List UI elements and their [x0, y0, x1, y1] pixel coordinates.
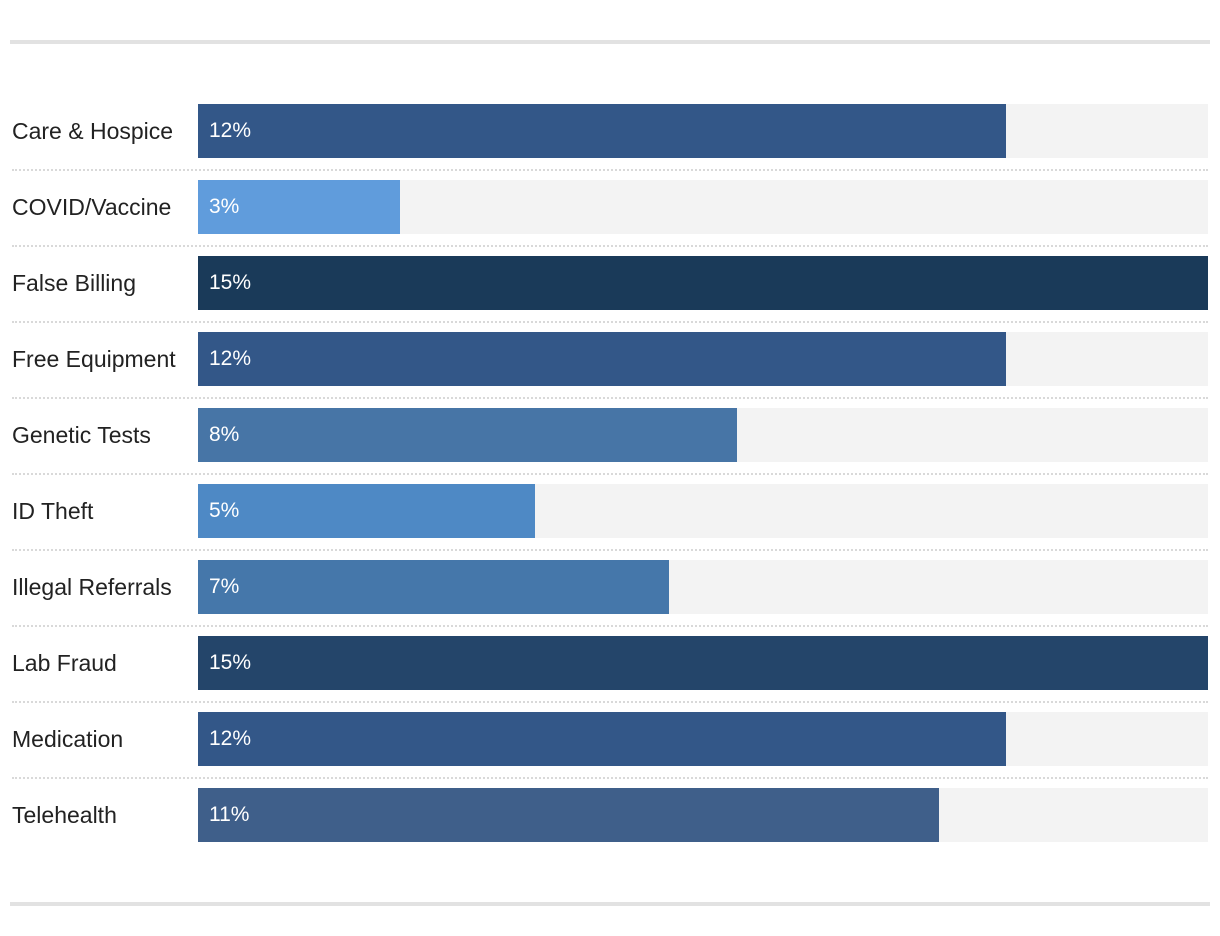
top-divider	[10, 40, 1210, 44]
row-separator	[12, 169, 1208, 171]
category-label: Care & Hospice	[12, 118, 174, 144]
bar-value-label: 5%	[209, 499, 240, 522]
category-label: Lab Fraud	[12, 650, 117, 676]
category-label: Illegal Referrals	[12, 574, 172, 600]
bar-value-label: 11%	[209, 803, 250, 826]
row-separator	[12, 549, 1208, 551]
category-label: Telehealth	[12, 802, 117, 828]
bar-track: 8%	[198, 408, 1208, 462]
row-separator	[12, 397, 1208, 399]
bar-value-label: 12%	[209, 347, 252, 370]
bar-track: 12%	[198, 104, 1208, 158]
bar-value-label: 7%	[209, 575, 240, 598]
bar-value-label: 8%	[209, 423, 240, 446]
bar	[198, 636, 1208, 690]
category-label: Genetic Tests	[12, 422, 151, 448]
row-separator	[12, 473, 1208, 475]
row-separator	[12, 321, 1208, 323]
row-separator	[12, 701, 1208, 703]
bar	[198, 332, 1006, 386]
category-label: ID Theft	[12, 498, 94, 524]
bar	[198, 408, 737, 462]
bar	[198, 560, 669, 614]
row-separator	[12, 625, 1208, 627]
bar	[198, 256, 1208, 310]
bar-track: 7%	[198, 560, 1208, 614]
bar	[198, 484, 535, 538]
category-label: False Billing	[12, 270, 136, 296]
category-label: Free Equipment	[12, 346, 176, 372]
bar-track: 12%	[198, 332, 1208, 386]
bar-track: 3%	[198, 180, 1208, 234]
bar-value-label: 15%	[209, 271, 252, 294]
bar	[198, 712, 1006, 766]
bar-value-label: 12%	[209, 119, 252, 142]
bar-track: 12%	[198, 712, 1208, 766]
bar-track: 11%	[198, 788, 1208, 842]
bar-value-label: 12%	[209, 727, 252, 750]
category-label: COVID/Vaccine	[12, 194, 172, 220]
row-separator	[12, 777, 1208, 779]
bottom-divider	[10, 902, 1210, 906]
row-separator	[12, 245, 1208, 247]
bar	[198, 104, 1006, 158]
bar-track: 5%	[198, 484, 1208, 538]
bar-track: 15%	[198, 256, 1208, 310]
bar-value-label: 3%	[209, 195, 240, 218]
bar-track: 15%	[198, 636, 1208, 690]
bar	[198, 788, 939, 842]
bar	[198, 180, 400, 234]
bar-value-label: 15%	[209, 651, 252, 674]
category-label: Medication	[12, 726, 124, 752]
